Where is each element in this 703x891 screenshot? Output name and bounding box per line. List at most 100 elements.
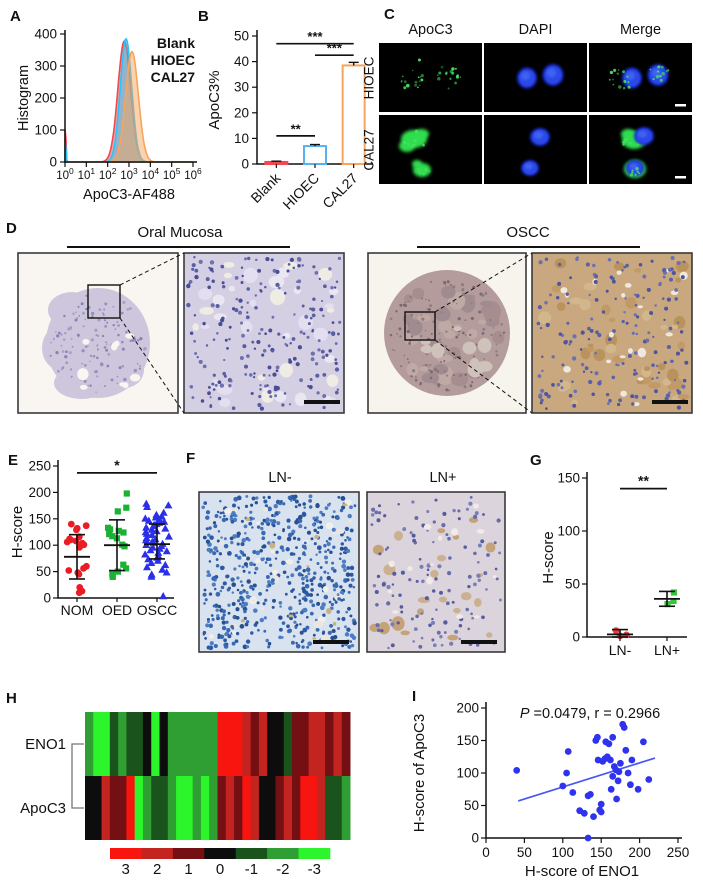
data-point: [620, 724, 628, 731]
texture-dot: [668, 391, 671, 394]
nucleus-core: [524, 163, 533, 170]
texture-patch: [269, 542, 276, 549]
data-point: [613, 795, 620, 803]
texture-dot: [575, 257, 579, 262]
texture-dot: [212, 551, 217, 556]
texture-dot: [259, 617, 265, 623]
texture-dot: [117, 333, 120, 337]
texture-patch: [660, 324, 668, 330]
texture-patch: [274, 391, 287, 403]
texture-dot: [334, 583, 339, 589]
texture-dot: [63, 314, 66, 318]
texture-dot: [339, 508, 344, 513]
texture-dot: [307, 322, 311, 326]
heatmap-cell: [234, 776, 243, 840]
texture-dot: [213, 587, 217, 591]
texture-dot: [305, 615, 309, 619]
texture-dot: [249, 584, 254, 590]
texture-dot: [237, 556, 240, 560]
texture-patch: [82, 338, 90, 345]
heatmap-cell: [142, 776, 152, 840]
texture-dot: [309, 578, 314, 583]
fluorescence-image: [379, 43, 482, 112]
texture-dot: [234, 514, 238, 518]
texture-dot: [319, 605, 325, 611]
texture-dot: [65, 350, 68, 353]
colorbar-segment: [298, 848, 331, 859]
texture-dot: [624, 297, 627, 300]
texture-dot: [207, 620, 210, 624]
texture-dot: [448, 556, 452, 560]
texture-patch: [476, 529, 485, 534]
apoc3-signal-dot: [420, 78, 424, 82]
apoc3-signal-dot: [445, 71, 448, 74]
texture-dot: [245, 315, 250, 320]
texture-dot: [257, 402, 262, 408]
data-point: [164, 532, 173, 540]
apoc3-signal-dot: [665, 69, 669, 73]
texture-dot: [242, 644, 248, 650]
texture-dot: [633, 351, 638, 355]
texture-dot: [612, 279, 616, 284]
texture-dot: [680, 348, 684, 352]
texture-dot: [90, 338, 95, 342]
texture-dot: [555, 295, 560, 300]
texture-patch: [587, 343, 594, 348]
apoc3-signal-dot: [418, 170, 422, 174]
texture-dot: [400, 365, 403, 368]
texture-dot: [391, 594, 395, 597]
texture-dot: [334, 390, 339, 395]
texture-dot: [322, 630, 326, 634]
data-point: [597, 800, 605, 808]
texture-dot: [386, 601, 391, 606]
texture-dot: [220, 616, 225, 621]
texture-dot: [666, 297, 671, 302]
texture-dot: [651, 377, 654, 380]
texture-dot: [454, 629, 459, 634]
texture-patch: [394, 530, 403, 541]
texture-dot: [337, 495, 341, 499]
texture-dot: [308, 499, 312, 503]
y-tick-label: 150: [28, 511, 51, 526]
texture-dot: [267, 389, 272, 395]
panel-d-label: D: [6, 220, 17, 237]
apoc3-signal-dot: [660, 65, 664, 69]
texture-dot: [426, 509, 430, 514]
texture-patch: [430, 570, 439, 578]
apoc3-signal-dot: [400, 81, 402, 83]
texture-dot: [461, 288, 465, 292]
texture-dot: [593, 279, 598, 285]
texture-dot: [231, 582, 237, 588]
apoc3-signal-dot: [414, 83, 418, 87]
texture-patch: [460, 592, 472, 601]
texture-dot: [352, 620, 357, 626]
heatmap-cell: [242, 712, 252, 776]
apoc3-signal-dot: [661, 72, 665, 76]
texture-dot: [301, 581, 305, 585]
texture-dot: [403, 354, 406, 357]
texture-patch: [665, 332, 673, 337]
texture-dot: [250, 631, 254, 635]
texture-patch: [538, 311, 552, 325]
texture-dot: [662, 297, 665, 300]
heatmap-cell: [275, 776, 285, 840]
texture-dot: [340, 598, 344, 602]
texture-dot: [82, 325, 85, 328]
texture-dot: [191, 263, 196, 268]
apoc3-signal-dot: [622, 143, 625, 146]
texture-dot: [410, 617, 414, 621]
texture-dot: [221, 620, 226, 625]
texture-dot: [309, 599, 314, 604]
texture-dot: [231, 626, 235, 630]
texture-dot: [261, 536, 266, 541]
texture-dot: [322, 373, 327, 377]
texture-dot: [426, 568, 430, 571]
texture-dot: [242, 569, 246, 573]
data-point: [161, 524, 170, 532]
texture-dot: [234, 275, 239, 280]
texture-dot: [76, 317, 79, 319]
texture-dot: [410, 313, 414, 317]
texture-dot: [57, 331, 61, 335]
texture-patch: [224, 507, 233, 515]
data-point: [109, 533, 116, 540]
